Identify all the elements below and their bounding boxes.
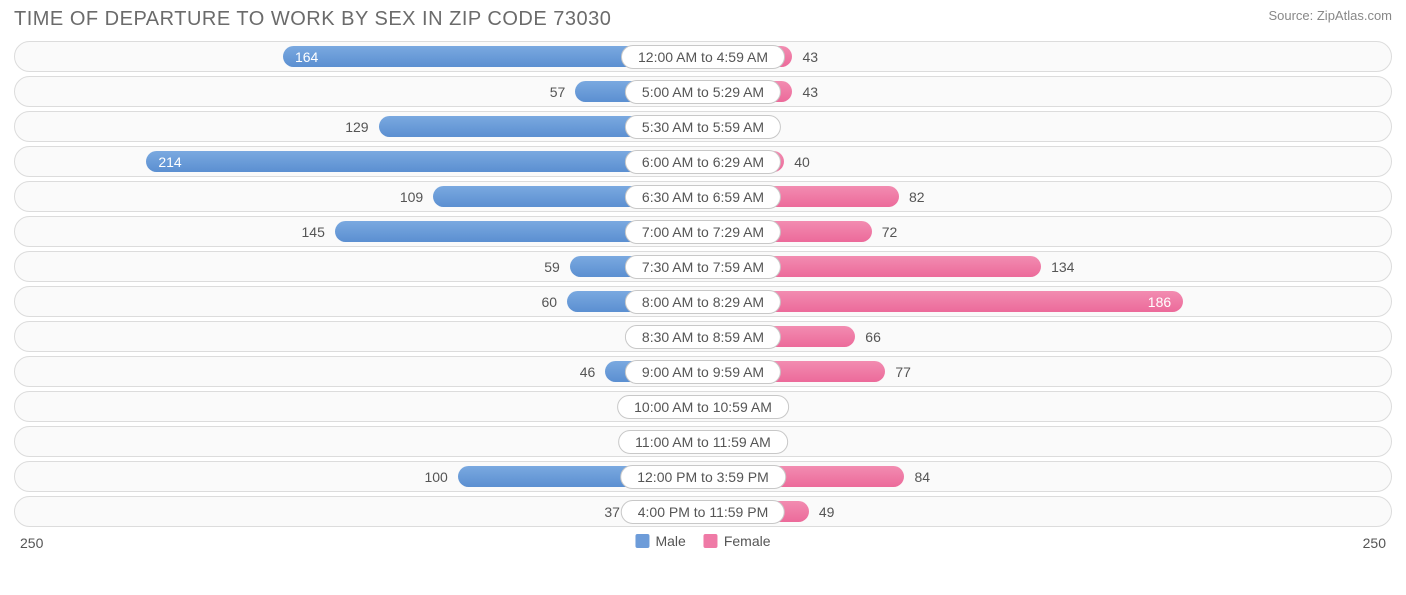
category-label: 9:00 AM to 9:59 AM [625, 360, 781, 384]
male-value-label: 100 [414, 469, 457, 485]
row-female-half: 72 [703, 216, 1392, 247]
chart-row: 6810:00 AM to 10:59 AM [14, 391, 1392, 422]
female-value-label: 84 [904, 469, 940, 485]
chart-row: 0 66 8:30 AM to 8:59 AM [14, 321, 1392, 352]
female-value-label: 77 [885, 364, 921, 380]
female-value-label: 186 [1136, 294, 1183, 310]
chart-row: 37 49 4:00 PM to 11:59 PM [14, 496, 1392, 527]
axis-max-right: 250 [1363, 535, 1386, 551]
chart-header: TIME OF DEPARTURE TO WORK BY SEX IN ZIP … [14, 8, 1392, 31]
male-value-label: 214 [146, 154, 193, 170]
row-female-half: 66 [703, 321, 1392, 352]
row-male-half: 46 [14, 356, 703, 387]
row-female-half: 8 [703, 391, 1392, 422]
row-male-half: 109 [14, 181, 703, 212]
chart-row: 214 406:00 AM to 6:29 AM [14, 146, 1392, 177]
row-male-half: 164 [14, 41, 703, 72]
category-label: 4:00 PM to 11:59 PM [621, 500, 785, 524]
chart-row: 46 77 9:00 AM to 9:59 AM [14, 356, 1392, 387]
category-label: 8:30 AM to 8:59 AM [625, 325, 781, 349]
category-label: 12:00 PM to 3:59 PM [620, 465, 786, 489]
row-male-half: 60 [14, 286, 703, 317]
row-female-half: 77 [703, 356, 1392, 387]
male-value-label: 46 [570, 364, 606, 380]
category-label: 5:30 AM to 5:59 AM [625, 115, 781, 139]
female-value-label: 43 [792, 49, 828, 65]
chart-title: TIME OF DEPARTURE TO WORK BY SEX IN ZIP … [14, 8, 611, 31]
row-female-half: 84 [703, 461, 1392, 492]
category-label: 7:00 AM to 7:29 AM [625, 220, 781, 244]
legend-female-swatch [704, 534, 718, 548]
male-value-label: 109 [390, 189, 433, 205]
row-male-half: 6 [14, 391, 703, 422]
legend-male-swatch [635, 534, 649, 548]
row-male-half: 37 [14, 496, 703, 527]
legend-male: Male [635, 533, 685, 549]
legend-female-label: Female [724, 533, 771, 549]
chart-row: 0011:00 AM to 11:59 AM [14, 426, 1392, 457]
chart-legend: Male Female [635, 533, 770, 549]
female-value-label: 72 [872, 224, 908, 240]
legend-female: Female [704, 533, 771, 549]
row-male-half: 129 [14, 111, 703, 142]
chart-row: 164 43 12:00 AM to 4:59 AM [14, 41, 1392, 72]
chart-row: 100 84 12:00 PM to 3:59 PM [14, 461, 1392, 492]
male-value-label: 57 [540, 84, 576, 100]
female-value-label: 43 [792, 84, 828, 100]
row-male-half: 214 [14, 146, 703, 177]
chart-row: 59 134 7:30 AM to 7:59 AM [14, 251, 1392, 282]
category-label: 6:00 AM to 6:29 AM [625, 150, 781, 174]
chart-source: Source: ZipAtlas.com [1268, 8, 1392, 23]
chart-row: 129 165:30 AM to 5:59 AM [14, 111, 1392, 142]
male-value-label: 129 [335, 119, 378, 135]
row-female-half: 186 [703, 286, 1392, 317]
category-label: 8:00 AM to 8:29 AM [625, 290, 781, 314]
male-value-label: 60 [532, 294, 568, 310]
chart-row: 109 82 6:30 AM to 6:59 AM [14, 181, 1392, 212]
legend-male-label: Male [655, 533, 685, 549]
female-value-label: 66 [855, 329, 891, 345]
row-female-half: 40 [703, 146, 1392, 177]
female-value-label: 134 [1041, 259, 1084, 275]
chart-row: 60 186 8:00 AM to 8:29 AM [14, 286, 1392, 317]
row-male-half: 59 [14, 251, 703, 282]
row-female-half: 49 [703, 496, 1392, 527]
category-label: 10:00 AM to 10:59 AM [617, 395, 789, 419]
row-male-half: 57 [14, 76, 703, 107]
diverging-bar-chart: 164 43 12:00 AM to 4:59 AM 57 43 5:00 AM to 5… [14, 41, 1392, 527]
row-female-half: 16 [703, 111, 1392, 142]
category-label: 7:30 AM to 7:59 AM [625, 255, 781, 279]
row-male-half: 145 [14, 216, 703, 247]
category-label: 6:30 AM to 6:59 AM [625, 185, 781, 209]
chart-footer: 250 Male Female 250 [14, 531, 1392, 559]
row-female-half: 82 [703, 181, 1392, 212]
chart-row: 145 72 7:00 AM to 7:29 AM [14, 216, 1392, 247]
female-value-label: 40 [784, 154, 820, 170]
category-label: 5:00 AM to 5:29 AM [625, 80, 781, 104]
row-female-half: 0 [703, 426, 1392, 457]
row-male-half: 100 [14, 461, 703, 492]
row-female-half: 134 [703, 251, 1392, 282]
chart-row: 57 43 5:00 AM to 5:29 AM [14, 76, 1392, 107]
female-value-label: 82 [899, 189, 935, 205]
male-value-label: 164 [283, 49, 330, 65]
male-value-label: 59 [534, 259, 570, 275]
row-female-half: 43 [703, 76, 1392, 107]
row-male-half: 0 [14, 426, 703, 457]
category-label: 12:00 AM to 4:59 AM [621, 45, 785, 69]
axis-max-left: 250 [20, 535, 43, 551]
row-male-half: 0 [14, 321, 703, 352]
female-value-label: 49 [809, 504, 845, 520]
row-female-half: 43 [703, 41, 1392, 72]
category-label: 11:00 AM to 11:59 AM [618, 430, 788, 454]
male-value-label: 145 [292, 224, 335, 240]
